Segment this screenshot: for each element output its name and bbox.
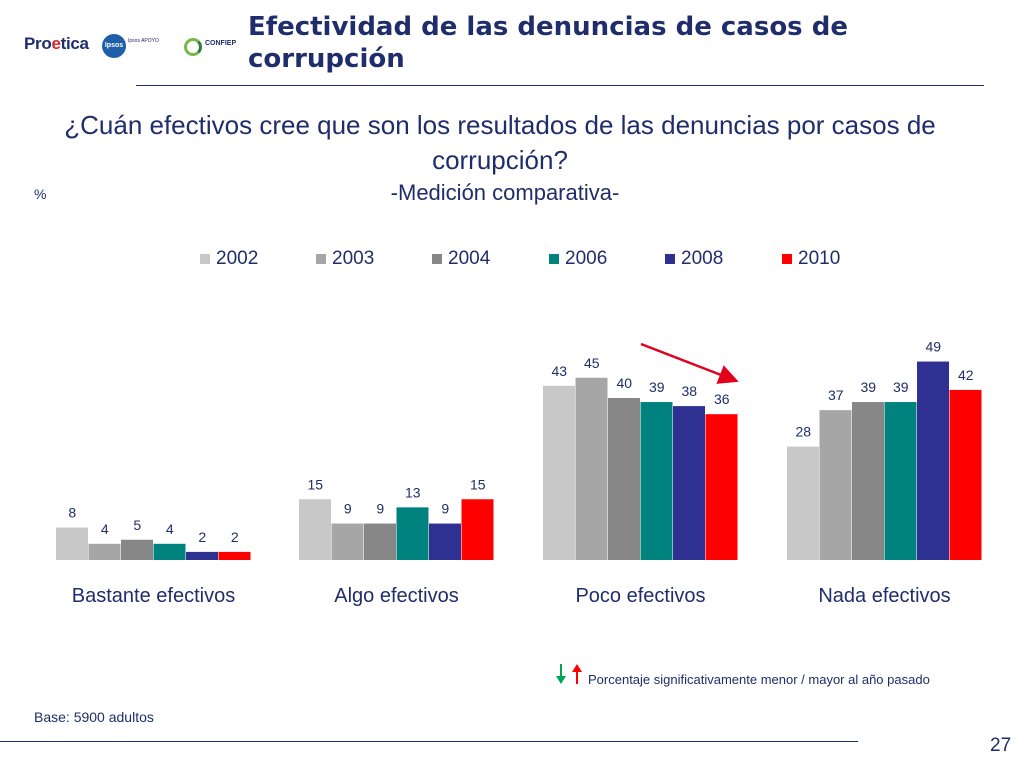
data-label: 39 bbox=[860, 379, 876, 395]
legend-swatch bbox=[665, 254, 675, 264]
ipsos-logo: Ipsos bbox=[102, 34, 126, 58]
data-label: 4 bbox=[166, 521, 174, 537]
bar-2003 bbox=[819, 410, 852, 560]
data-label: 36 bbox=[714, 391, 730, 407]
legend-label: 2010 bbox=[798, 248, 841, 269]
logo-bar: Proetica Ipsos Ipsos APOYO CONFIEP bbox=[24, 30, 244, 74]
ipsos-apoyo-logo: Ipsos APOYO bbox=[128, 38, 159, 44]
bar-2002 bbox=[299, 499, 331, 560]
bar-2006 bbox=[396, 507, 429, 560]
title-divider bbox=[136, 85, 984, 86]
bar-2003 bbox=[575, 377, 608, 560]
legend-label: 2004 bbox=[448, 248, 491, 269]
confiep-logo-mark bbox=[184, 38, 202, 56]
legend-swatch bbox=[432, 254, 442, 264]
data-label: 8 bbox=[68, 505, 76, 521]
data-label: 5 bbox=[133, 517, 141, 533]
chart-subtitle: -Medición comparativa- bbox=[390, 180, 620, 205]
bar-2010 bbox=[461, 499, 494, 560]
bar-2010 bbox=[705, 414, 738, 560]
bar-2002 bbox=[543, 385, 575, 560]
data-label: 13 bbox=[405, 484, 421, 500]
data-label: 43 bbox=[551, 363, 567, 379]
page-number: 27 bbox=[990, 735, 1012, 756]
category-label: Poco efectivos bbox=[575, 585, 705, 607]
data-label: 9 bbox=[376, 501, 384, 517]
bar-2004 bbox=[364, 523, 396, 560]
legend-swatch bbox=[782, 254, 792, 264]
bar-2008 bbox=[429, 523, 461, 560]
bar-2002 bbox=[56, 527, 88, 560]
legend-label: 2003 bbox=[332, 248, 375, 269]
bar-2006 bbox=[640, 402, 673, 560]
significance-note-text: Porcentaje significativamente menor / ma… bbox=[588, 672, 930, 687]
bar-group: 43 45 40 39 38 36 bbox=[543, 355, 738, 560]
bar-2006 bbox=[884, 402, 917, 560]
data-label: 15 bbox=[470, 476, 486, 492]
bar-group: 28 37 39 39 49 42 bbox=[787, 339, 982, 560]
legend-label: 2008 bbox=[681, 248, 724, 269]
footer-divider bbox=[0, 741, 858, 742]
up-arrow-icon bbox=[572, 664, 582, 684]
legend-swatch bbox=[316, 254, 326, 264]
data-label: 49 bbox=[925, 339, 941, 355]
proetica-logo: Proetica bbox=[24, 34, 89, 53]
data-label: 15 bbox=[307, 476, 323, 492]
bar-2010 bbox=[949, 389, 982, 560]
bar-2006 bbox=[153, 543, 186, 560]
bar-2002 bbox=[787, 446, 819, 560]
unit-label: % bbox=[34, 186, 47, 202]
data-label: 2 bbox=[231, 529, 239, 545]
chart-question: ¿Cuán efectivos cree que son los resulta… bbox=[64, 110, 936, 175]
data-label: 28 bbox=[795, 424, 811, 440]
confiep-logo: CONFIEP bbox=[205, 40, 237, 47]
bar-group: 15 9 9 13 9 15 bbox=[299, 476, 494, 560]
legend-swatch bbox=[200, 254, 210, 264]
bar-2004 bbox=[852, 402, 884, 560]
category-label: Bastante efectivos bbox=[72, 585, 235, 607]
data-label: 4 bbox=[101, 521, 109, 537]
data-label: 9 bbox=[441, 501, 449, 517]
chart-legend: 2002 2003 2004 2006 2008 2010 bbox=[0, 0, 1024, 269]
legend-label: 2006 bbox=[565, 248, 608, 269]
down-arrow-icon bbox=[556, 664, 566, 684]
data-label: 45 bbox=[584, 355, 600, 371]
data-label: 42 bbox=[958, 367, 974, 383]
bar-2003 bbox=[331, 523, 364, 560]
category-label: Nada efectivos bbox=[818, 585, 950, 607]
slide-title: Efectividad de las denuncias de casos de… bbox=[248, 12, 848, 74]
legend-swatch bbox=[549, 254, 559, 264]
trend-arrow-icon bbox=[640, 342, 739, 384]
data-label: 2 bbox=[198, 529, 206, 545]
sample-base: Base: 5900 adultos bbox=[34, 709, 154, 725]
data-label: 39 bbox=[893, 379, 909, 395]
bar-2010 bbox=[218, 551, 251, 560]
legend-label: 2002 bbox=[216, 248, 259, 269]
data-label: 37 bbox=[828, 387, 844, 403]
data-label: 9 bbox=[344, 501, 352, 517]
data-label: 40 bbox=[616, 375, 632, 391]
bar-group: 8 4 5 4 2 2 bbox=[56, 505, 251, 560]
data-label: 39 bbox=[649, 379, 665, 395]
bar-2008 bbox=[186, 551, 218, 560]
data-label: 38 bbox=[681, 383, 697, 399]
bar-2008 bbox=[673, 406, 705, 560]
bar-2003 bbox=[88, 543, 121, 560]
bar-2004 bbox=[608, 398, 640, 560]
bar-2008 bbox=[917, 361, 949, 560]
bar-2004 bbox=[121, 539, 153, 560]
category-label: Algo efectivos bbox=[334, 585, 459, 607]
